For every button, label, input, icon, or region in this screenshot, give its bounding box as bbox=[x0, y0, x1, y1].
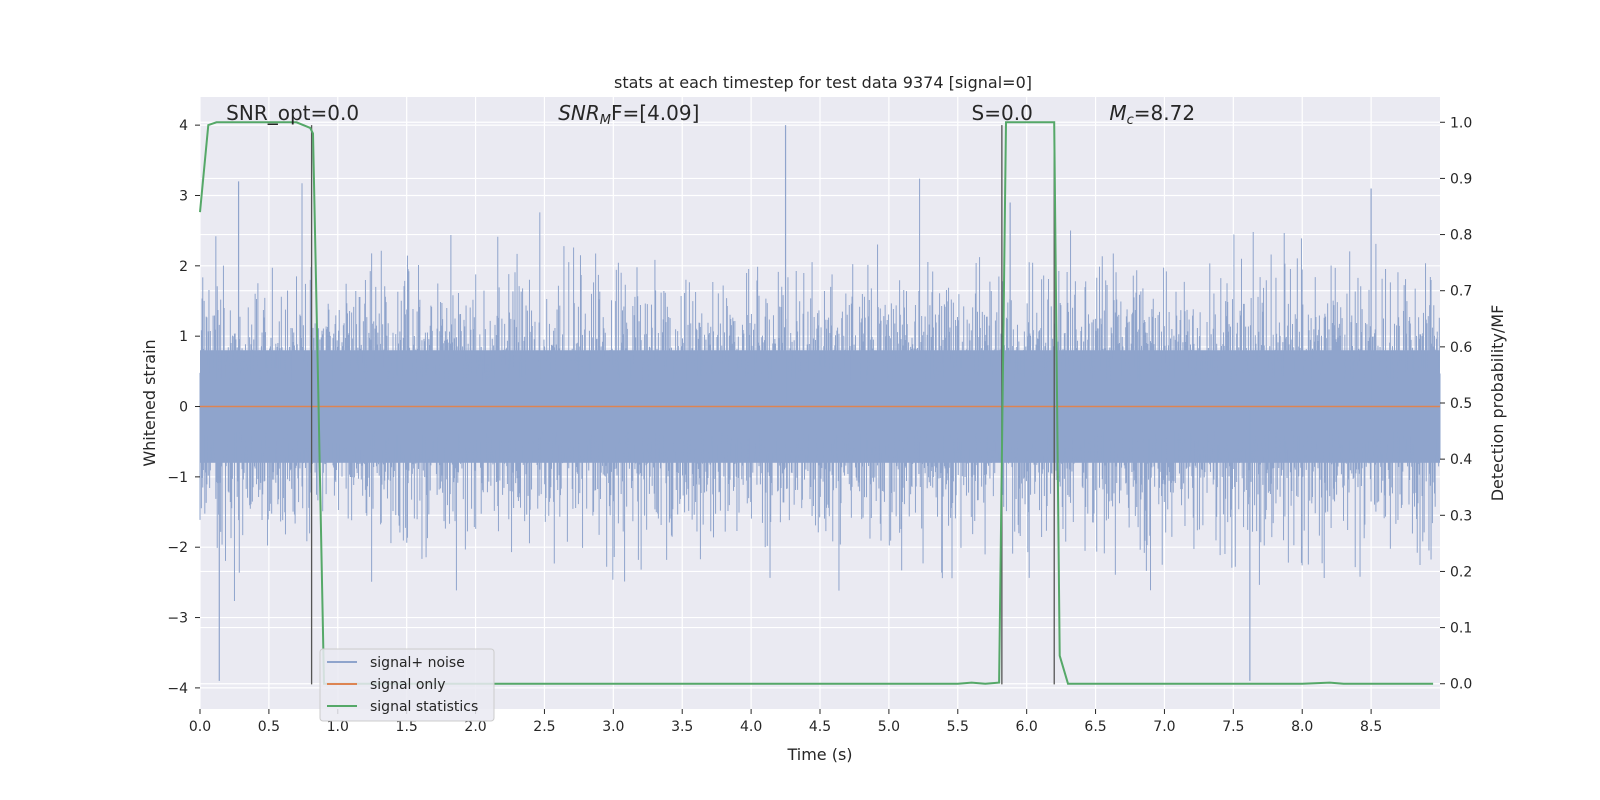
series-signal-statistics bbox=[199, 121, 1434, 685]
y-tick-label-3: −1 bbox=[167, 470, 188, 486]
x-tick-label-5: 2.5 bbox=[533, 719, 555, 735]
x-tick-label-11: 5.5 bbox=[947, 719, 969, 735]
legend: signal+ noise signal only signal statist… bbox=[319, 648, 495, 722]
y-axis-label-right: Detection probability/MF bbox=[1488, 305, 1507, 502]
x-tick-label-8: 4.0 bbox=[740, 719, 762, 735]
y-axis-ticks-left: −4 −3 −2 −1 0 1 2 3 4 bbox=[167, 118, 200, 697]
annotation-1: SNRMF=[4.09] bbox=[558, 101, 699, 128]
x-tick-label-2: 1.0 bbox=[327, 719, 349, 735]
y-tick-label-7: 3 bbox=[179, 188, 188, 204]
y-tick-label-1: −3 bbox=[167, 611, 188, 627]
y-axis-label-left: Whitened strain bbox=[140, 339, 159, 466]
annotation-3: Mc=8.72 bbox=[1109, 101, 1195, 128]
y2-tick-label-2: 0.2 bbox=[1450, 564, 1472, 580]
x-tick-label-0: 0.0 bbox=[189, 719, 211, 735]
legend-box bbox=[319, 648, 495, 722]
x-tick-label-7: 3.5 bbox=[671, 719, 693, 735]
annotation-2: S=0.0 bbox=[972, 101, 1033, 125]
x-tick-label-9: 4.5 bbox=[809, 719, 831, 735]
annotations: SNR_opt=0.0 SNRMF=[4.09] S=0.0 Mc=8.72 bbox=[226, 101, 1195, 128]
y-tick-label-0: −4 bbox=[167, 681, 188, 697]
x-tick-label-13: 6.5 bbox=[1084, 719, 1106, 735]
x-tick-label-16: 8.0 bbox=[1291, 719, 1313, 735]
x-axis-ticks: 0.0 0.5 1.0 1.5 2.0 2.5 3.0 3.5 4.0 4.5 5.0 5.5 6.0 6… bbox=[189, 709, 1382, 735]
legend-label-signal-only: signal only bbox=[370, 677, 445, 693]
legend-label-signal-noise: signal+ noise bbox=[370, 655, 465, 671]
x-tick-label-12: 6.0 bbox=[1016, 719, 1038, 735]
y2-tick-label-3: 0.3 bbox=[1450, 508, 1472, 524]
x-tick-label-17: 8.5 bbox=[1360, 719, 1382, 735]
annotation-0: SNR_opt=0.0 bbox=[226, 101, 359, 125]
chart-title: stats at each timestep for test data 937… bbox=[614, 73, 1032, 92]
x-tick-label-15: 7.5 bbox=[1222, 719, 1244, 735]
legend-label-signal-statistics: signal statistics bbox=[370, 699, 478, 715]
noise-trace bbox=[199, 178, 1441, 602]
y2-tick-label-6: 0.6 bbox=[1450, 340, 1472, 356]
y2-tick-label-1: 0.1 bbox=[1450, 621, 1472, 637]
y-tick-label-6: 2 bbox=[179, 259, 188, 275]
y2-tick-label-0: 0.0 bbox=[1450, 677, 1472, 693]
y2-tick-label-5: 0.5 bbox=[1450, 396, 1472, 412]
x-tick-label-6: 3.0 bbox=[602, 719, 624, 735]
y2-tick-label-8: 0.8 bbox=[1450, 228, 1472, 244]
y2-tick-label-7: 0.7 bbox=[1450, 284, 1472, 300]
y-tick-label-2: −2 bbox=[167, 540, 188, 556]
y2-tick-label-9: 0.9 bbox=[1450, 171, 1472, 187]
x-tick-label-3: 1.5 bbox=[396, 719, 418, 735]
x-axis-label: Time (s) bbox=[786, 745, 852, 764]
y-tick-label-5: 1 bbox=[179, 329, 188, 345]
y2-tick-label-10: 1.0 bbox=[1450, 115, 1472, 131]
x-tick-label-4: 2.0 bbox=[464, 719, 486, 735]
x-tick-label-10: 5.0 bbox=[878, 719, 900, 735]
x-tick-label-1: 0.5 bbox=[258, 719, 280, 735]
y-tick-label-8: 4 bbox=[179, 118, 188, 134]
x-tick-label-14: 7.0 bbox=[1153, 719, 1175, 735]
y2-tick-label-4: 0.4 bbox=[1450, 452, 1472, 468]
y-axis-ticks-right: 0.0 0.1 0.2 0.3 0.4 0.5 0.6 0.7 0.8 0.9 1.0 bbox=[1440, 115, 1472, 693]
y-tick-label-4: 0 bbox=[179, 400, 188, 416]
